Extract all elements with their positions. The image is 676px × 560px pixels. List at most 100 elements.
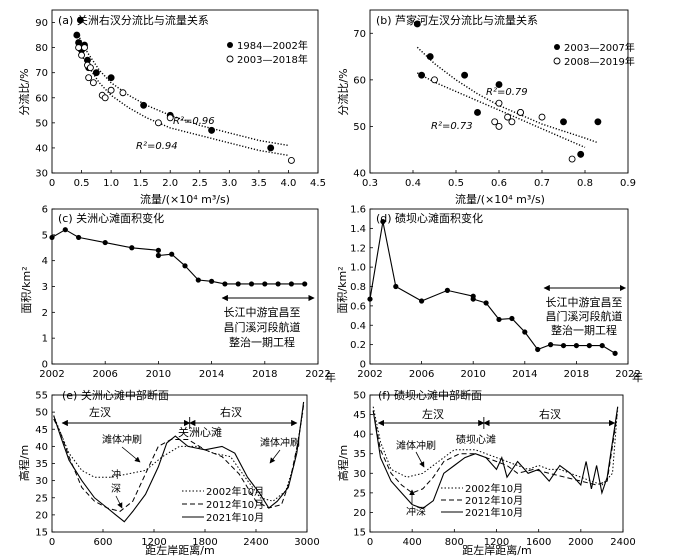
y-tick-label: 15 <box>35 528 48 539</box>
y-tick-label: 1.4 <box>350 224 366 235</box>
x-axis-label: 流量/(×10⁴ m³/s) <box>455 192 545 206</box>
annotation-bar-name: 关洲心滩 <box>178 425 222 439</box>
panel-title: (a) 关洲右汊分流比与流量关系 <box>58 13 209 27</box>
area-data-point <box>419 298 425 304</box>
x-tick-label: 0.8 <box>577 178 593 189</box>
x-tick-label: 2022 <box>615 369 640 380</box>
y-tick-label: 0 <box>42 360 48 371</box>
data-point-open <box>78 51 86 59</box>
y-tick-label: 80 <box>35 43 48 54</box>
x-tick-label: 0 <box>49 537 55 548</box>
x-tick-label: 2010 <box>146 369 171 380</box>
area-data-point <box>496 316 502 323</box>
data-point-filled <box>267 144 275 152</box>
data-point-filled <box>76 16 84 24</box>
panel-title: (c) 关洲心滩面积变化 <box>58 211 164 225</box>
y-tick-label: 0.4 <box>350 321 366 332</box>
y-tick-label: 70 <box>35 68 48 79</box>
panel-a: (a) 关洲右汊分流比与流量关系 流量/(×10⁴ m³/s) 分流比/% 19… <box>17 9 319 206</box>
y-tick-label: 45 <box>35 425 48 436</box>
y-axis-label: 分流比/% <box>17 68 31 115</box>
fit-curve-2 <box>416 72 586 149</box>
y-tick-label: 50 <box>353 391 366 402</box>
area-data-point <box>444 287 450 293</box>
area-data-point <box>573 342 580 349</box>
legend-label-2: 2008—2019年 <box>564 55 635 68</box>
panel-title: (f) 碛坝心滩中部断面 <box>378 388 482 402</box>
profile-solid <box>53 401 305 523</box>
zone-label-left: 左汊 <box>89 406 111 419</box>
zone-label-right: 右汊 <box>539 407 561 421</box>
annotation-scour: 滩体冲刷 <box>396 439 436 452</box>
y-tick-label: 20 <box>35 510 48 521</box>
data-point-open <box>86 64 94 72</box>
area-data-point <box>248 281 255 287</box>
area-data-point <box>560 342 567 349</box>
y-tick-label: 60 <box>35 93 48 104</box>
x-tick-label: 2400 <box>610 537 635 548</box>
annotation-deepen-1: 冲 <box>111 468 121 481</box>
profile-solid <box>372 406 619 510</box>
data-point-filled <box>73 31 81 39</box>
y-tick-label: 50 <box>35 118 48 129</box>
y-tick-label: 70 <box>353 29 366 40</box>
data-point-open <box>81 44 88 52</box>
annotation-scour-left: 滩体冲刷 <box>102 433 142 446</box>
legend-label-2: 2012年10月 <box>206 498 264 511</box>
data-point-open <box>85 74 93 82</box>
data-point-open <box>75 44 83 52</box>
profile-dashed <box>53 405 305 512</box>
data-point-open <box>495 122 503 130</box>
x-tick-label: 0 <box>367 537 373 548</box>
area-data-point <box>262 281 268 287</box>
area-data-point <box>535 346 541 353</box>
annotation-line-3: 整治一期工程 <box>551 323 617 337</box>
x-tick-label: 2000 <box>568 537 593 548</box>
panel-b: (b) 芦家河左汊分流比与流量关系 流量/(×10⁴ m³/s) 分流比/% 2… <box>336 9 635 206</box>
y-tick-label: 30 <box>35 169 48 180</box>
y-tick-label: 90 <box>35 18 48 29</box>
scour-pointer-arrow <box>415 451 425 468</box>
y-tick-label: 35 <box>353 449 366 460</box>
data-point-filled <box>577 150 585 158</box>
y-tick-label: 4 <box>42 256 48 267</box>
area-data-point <box>102 239 108 246</box>
y-tick-label: 40 <box>353 430 366 441</box>
area-data-point <box>235 281 241 287</box>
x-tick-label: 2002 <box>357 369 382 380</box>
annotation-line-3: 整治一期工程 <box>229 335 295 349</box>
area-data-point <box>195 277 201 283</box>
x-axis-label: 流量/(×10⁴ m³/s) <box>140 192 230 206</box>
area-data-point <box>393 283 399 290</box>
annotation-line-2: 昌门溪河段航道 <box>546 309 623 323</box>
x-axis-label: 距左岸距离/m <box>145 543 214 557</box>
r2-label-1: R²=0.96 <box>173 116 215 127</box>
x-tick-label: 1.0 <box>103 178 119 189</box>
legend-label-3: 2021年10月 <box>206 511 264 524</box>
data-point-open <box>154 119 162 127</box>
annotation-bar-name: 碛坝心滩 <box>456 433 496 446</box>
x-tick-label: 3.5 <box>251 178 267 189</box>
data-point-open <box>568 155 576 163</box>
area-data-point <box>182 263 188 269</box>
data-point-open <box>431 76 438 84</box>
annotation-line-1: 长江中游宜昌至 <box>546 295 623 309</box>
area-data-point <box>155 247 161 253</box>
data-point-open <box>101 94 109 102</box>
x-tick-label: 0.4 <box>405 178 421 189</box>
y-tick-label: 20 <box>353 508 366 519</box>
annotation-scour-right: 滩体冲刷 <box>260 436 300 449</box>
data-point-filled <box>107 74 115 82</box>
legend-label-1: 2002年10月 <box>206 485 264 498</box>
x-tick-label: 1600 <box>526 537 551 548</box>
y-tick-label: 30 <box>353 469 366 480</box>
area-data-point <box>612 350 618 356</box>
fit-curve-1 <box>76 32 289 147</box>
y-tick-label: 1.0 <box>350 263 366 274</box>
legend: 2003—2007年 2008—2019年 <box>553 41 635 68</box>
area-data-point <box>380 218 386 225</box>
area-data-point <box>275 281 281 287</box>
area-data-point <box>155 252 161 259</box>
x-tick-label: 800 <box>445 537 464 548</box>
x-tick-label: 4.5 <box>310 178 326 189</box>
